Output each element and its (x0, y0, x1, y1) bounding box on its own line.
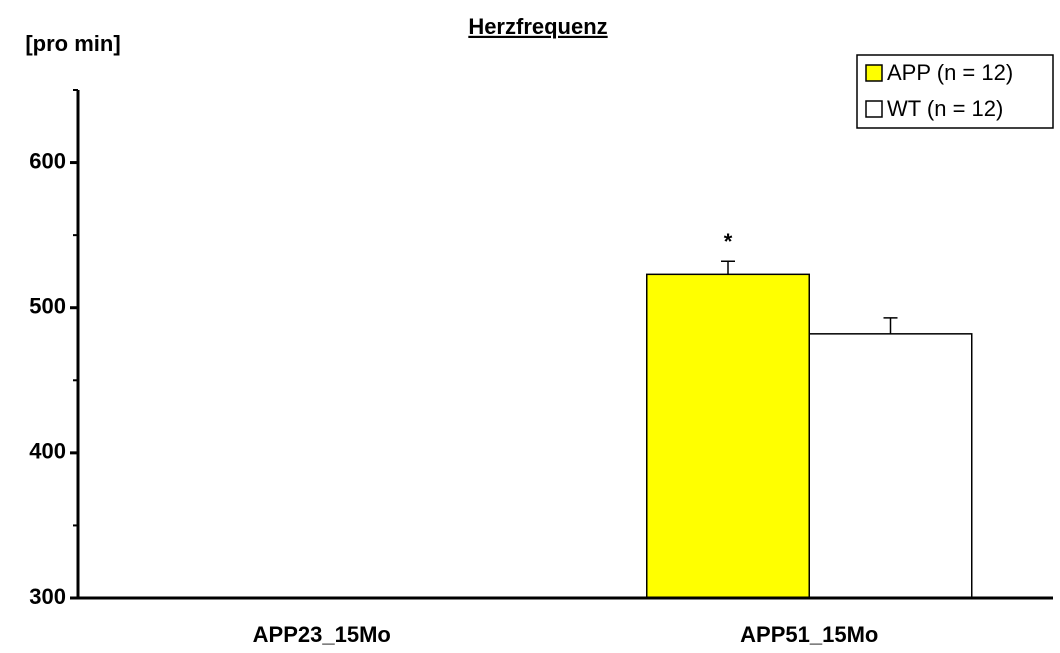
legend-swatch (865, 100, 883, 118)
x-tick-label: APP51_15Mo (740, 622, 878, 647)
error-bar (721, 260, 735, 275)
error-bar (883, 317, 898, 334)
x-tick-label: APP23_15Mo (253, 622, 391, 647)
y-tick-label: 500 (29, 294, 66, 319)
legend-label: APP (n = 12) (887, 60, 1013, 85)
y-axis-label: [pro min] (25, 31, 120, 56)
y-tick-label: 300 (29, 584, 66, 609)
legend-swatch (865, 64, 883, 82)
bar (808, 333, 973, 599)
bar (646, 273, 810, 599)
chart-title: Herzfrequenz (468, 14, 607, 39)
y-tick-label: 400 (29, 439, 66, 464)
y-tick-label: 600 (29, 148, 66, 173)
legend-box (856, 54, 1054, 129)
legend-label: WT (n = 12) (887, 96, 1003, 121)
annotation: * (724, 229, 733, 254)
